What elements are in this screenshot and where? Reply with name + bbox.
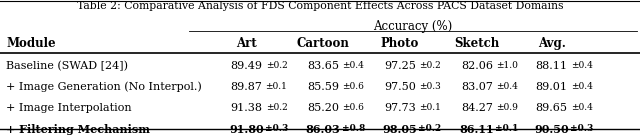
Text: ±0.3: ±0.3 [419, 82, 441, 91]
Text: ±0.2: ±0.2 [419, 124, 442, 133]
Text: ±0.6: ±0.6 [342, 103, 364, 112]
Text: 91.80: 91.80 [229, 124, 264, 135]
Text: 82.06: 82.06 [461, 61, 493, 71]
Text: 84.27: 84.27 [461, 103, 493, 113]
Text: 83.65: 83.65 [307, 61, 339, 71]
Text: ±0.2: ±0.2 [266, 61, 287, 70]
Text: ±0.1: ±0.1 [419, 103, 441, 112]
Text: 90.50: 90.50 [534, 124, 569, 135]
Text: 89.65: 89.65 [536, 103, 568, 113]
Text: Table 2: Comparative Analysis of FDS Component Effects Across PACS Dataset Domai: Table 2: Comparative Analysis of FDS Com… [77, 1, 563, 11]
Text: 88.11: 88.11 [536, 61, 568, 71]
Text: + Filtering Mechanism: + Filtering Mechanism [6, 124, 150, 135]
Text: ±0.3: ±0.3 [265, 124, 288, 133]
Text: ±0.4: ±0.4 [571, 82, 593, 91]
Text: 97.73: 97.73 [384, 103, 416, 113]
Text: 85.59: 85.59 [307, 82, 339, 92]
Text: ±0.4: ±0.4 [342, 61, 364, 70]
Text: 98.05: 98.05 [383, 124, 417, 135]
Text: 89.01: 89.01 [536, 82, 568, 92]
Text: ±0.6: ±0.6 [342, 82, 364, 91]
Text: ±0.9: ±0.9 [496, 103, 518, 112]
Text: 86.03: 86.03 [306, 124, 340, 135]
Text: Photo: Photo [381, 37, 419, 50]
Text: Art: Art [236, 37, 257, 50]
Text: ±0.2: ±0.2 [419, 61, 441, 70]
Text: ±0.2: ±0.2 [266, 103, 287, 112]
Text: ±0.4: ±0.4 [571, 103, 593, 112]
Text: 89.87: 89.87 [230, 82, 262, 92]
Text: + Image Generation (No Interpol.): + Image Generation (No Interpol.) [6, 82, 202, 92]
Text: Cartoon: Cartoon [297, 37, 349, 50]
Text: ±0.3: ±0.3 [570, 124, 593, 133]
Text: ±0.1: ±0.1 [495, 124, 518, 133]
Text: 83.07: 83.07 [461, 82, 493, 92]
Text: 85.20: 85.20 [307, 103, 339, 113]
Text: Baseline (SWAD [24]): Baseline (SWAD [24]) [6, 61, 129, 71]
Text: 91.38: 91.38 [230, 103, 262, 113]
Text: 86.11: 86.11 [460, 124, 494, 135]
Text: 97.50: 97.50 [384, 82, 416, 92]
Text: Accuracy (%): Accuracy (%) [373, 20, 452, 33]
Text: ±0.4: ±0.4 [571, 61, 593, 70]
Text: 97.25: 97.25 [384, 61, 416, 71]
Text: ±0.4: ±0.4 [496, 82, 518, 91]
Text: ±1.0: ±1.0 [496, 61, 518, 70]
Text: Avg.: Avg. [538, 37, 566, 50]
Text: ±0.1: ±0.1 [266, 82, 287, 91]
Text: Sketch: Sketch [454, 37, 499, 50]
Text: Module: Module [6, 37, 56, 50]
Text: + Image Interpolation: + Image Interpolation [6, 103, 132, 113]
Text: ±0.8: ±0.8 [342, 124, 365, 133]
Text: 89.49: 89.49 [230, 61, 262, 71]
